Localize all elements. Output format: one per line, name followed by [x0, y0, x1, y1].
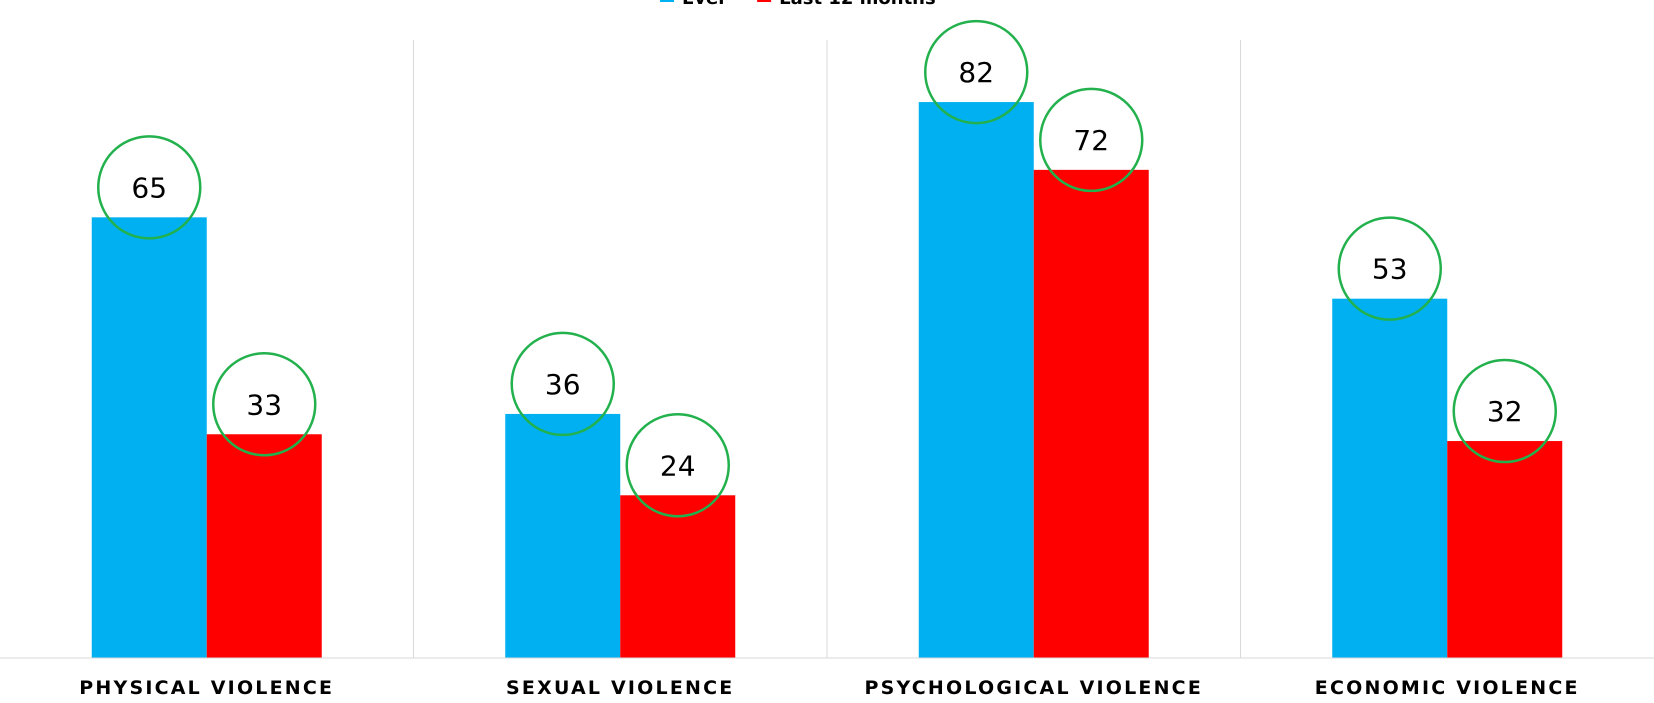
highlight-circle — [625, 413, 730, 518]
value-highlight-circles — [97, 19, 1557, 518]
highlight-circle — [1452, 358, 1557, 464]
data-label: 82 — [958, 56, 994, 89]
data-label: 36 — [545, 368, 581, 401]
legend: Ever Last 12 months — [660, 0, 936, 9]
data-label: 32 — [1487, 395, 1523, 428]
highlight-circle — [1039, 87, 1144, 193]
category-dividers — [413, 40, 1241, 658]
category-label: PSYCHOLOGICAL VIOLENCE — [864, 677, 1203, 699]
highlight-circle — [924, 19, 1029, 125]
highlight-circle — [212, 352, 317, 457]
bar-last-12-months-3 — [1447, 441, 1563, 658]
legend-swatch-0 — [660, 0, 674, 2]
bars — [91, 102, 1563, 659]
bar-ever-1 — [505, 413, 621, 658]
highlight-circle — [510, 331, 615, 437]
highlight-circle — [97, 135, 202, 240]
bar-last-12-months-1 — [620, 495, 736, 658]
bar-last-12-months-2 — [1033, 169, 1149, 658]
category-label: PHYSICAL VIOLENCE — [79, 677, 334, 699]
legend-label-0: Ever — [682, 0, 727, 9]
legend-label-1: Last 12 months — [779, 0, 936, 9]
data-label: 65 — [131, 171, 167, 204]
data-label: 53 — [1372, 253, 1408, 286]
data-label: 72 — [1073, 124, 1109, 157]
category-labels: PHYSICAL VIOLENCE SEXUAL VIOLENCE PSYCHOLO… — [79, 677, 1580, 699]
bar-ever-2 — [918, 102, 1034, 658]
data-labels: 65 33 36 24 82 72 53 32 — [131, 56, 1522, 482]
data-label: 33 — [246, 388, 282, 421]
bar-last-12-months-0 — [206, 434, 322, 658]
data-label: 24 — [660, 449, 696, 482]
bar-ever-0 — [91, 217, 207, 659]
category-label: SEXUAL VIOLENCE — [506, 677, 734, 699]
highlight-circle — [1337, 216, 1442, 321]
bar-ever-3 — [1332, 298, 1448, 658]
category-label: ECONOMIC VIOLENCE — [1315, 677, 1580, 699]
legend-swatch-1 — [757, 0, 772, 2]
